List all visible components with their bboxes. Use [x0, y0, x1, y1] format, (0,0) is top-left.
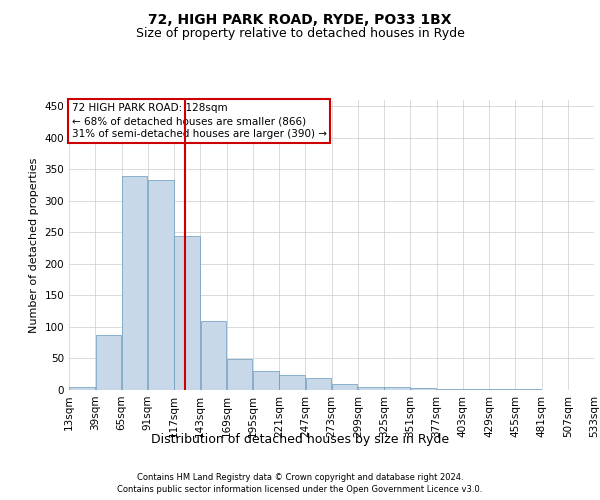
Text: 72, HIGH PARK ROAD, RYDE, PO33 1BX: 72, HIGH PARK ROAD, RYDE, PO33 1BX	[148, 12, 452, 26]
Bar	[384, 388, 410, 390]
Bar	[174, 236, 200, 390]
Bar	[200, 320, 226, 390]
Bar	[279, 375, 305, 390]
Bar	[69, 387, 95, 390]
Bar	[332, 384, 358, 390]
Bar	[253, 371, 279, 390]
Text: Distribution of detached houses by size in Ryde: Distribution of detached houses by size …	[151, 432, 449, 446]
Bar	[437, 388, 463, 390]
Bar	[148, 180, 174, 390]
Bar	[95, 334, 121, 390]
Bar	[305, 378, 331, 390]
Bar	[410, 388, 436, 390]
Bar	[227, 359, 253, 390]
Y-axis label: Number of detached properties: Number of detached properties	[29, 158, 39, 332]
Bar	[358, 387, 384, 390]
Text: Contains public sector information licensed under the Open Government Licence v3: Contains public sector information licen…	[118, 485, 482, 494]
Bar	[122, 176, 148, 390]
Text: Size of property relative to detached houses in Ryde: Size of property relative to detached ho…	[136, 28, 464, 40]
Text: Contains HM Land Registry data © Crown copyright and database right 2024.: Contains HM Land Registry data © Crown c…	[137, 472, 463, 482]
Text: 72 HIGH PARK ROAD: 128sqm
← 68% of detached houses are smaller (866)
31% of semi: 72 HIGH PARK ROAD: 128sqm ← 68% of detac…	[71, 103, 326, 140]
